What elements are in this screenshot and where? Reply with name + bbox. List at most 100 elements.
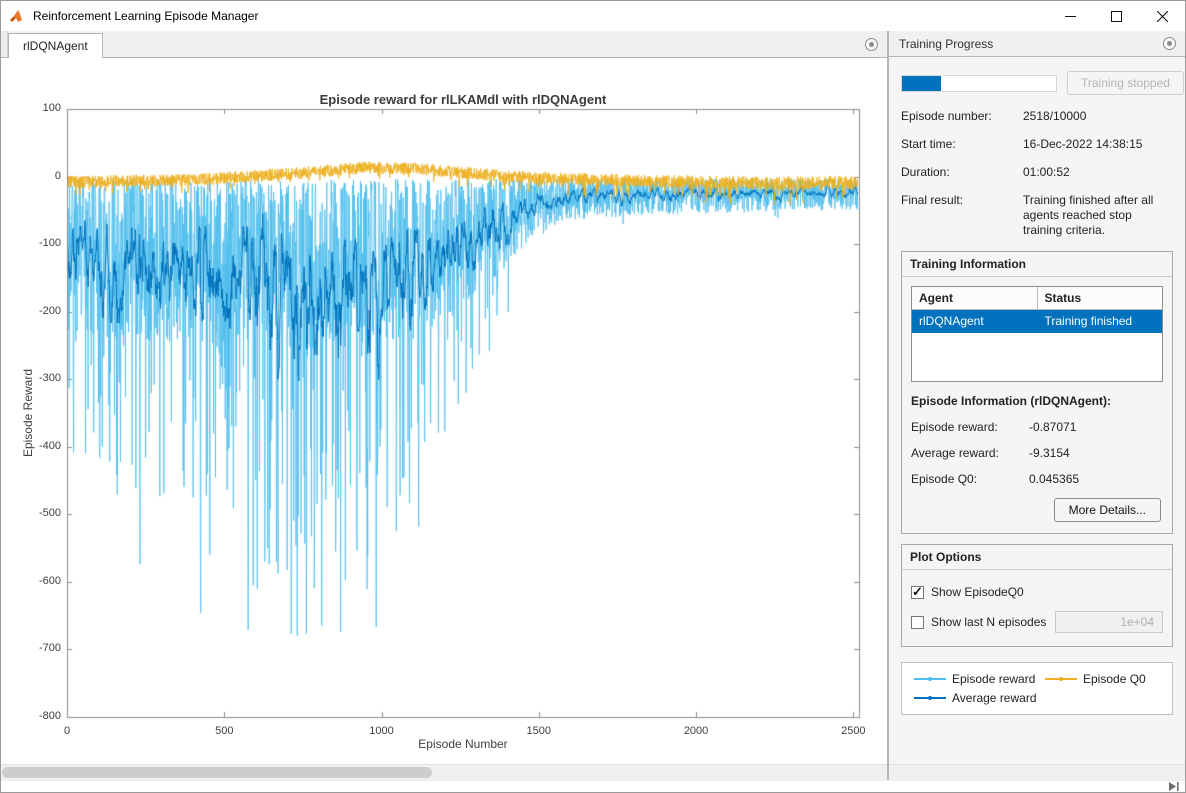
show-episode-q0-option: Show EpisodeQ0 xyxy=(911,584,1163,600)
x-tick-label: 500 xyxy=(215,725,234,737)
training-progress-pane: Training Progress Training stopped Episo… xyxy=(889,31,1185,780)
plot-pane: rlDQNAgent Episode reward for rlLKAMdl w… xyxy=(1,31,889,780)
panel-actions-icon[interactable] xyxy=(1163,37,1176,50)
info-row-start-time: Start time: 16-Dec-2022 14:38:15 xyxy=(901,137,1173,152)
info-row-final-result: Final result: Training finished after al… xyxy=(901,193,1173,238)
minimize-button[interactable] xyxy=(1047,1,1093,31)
episode-number-value: 2518/10000 xyxy=(1023,109,1087,123)
episode-reward-row: Episode reward: -0.87071 xyxy=(911,420,1163,434)
plot-options-title: Plot Options xyxy=(902,545,1172,570)
show-episode-q0-checkbox[interactable] xyxy=(911,584,924,600)
progress-row: Training stopped xyxy=(901,71,1184,95)
training-progress-fill xyxy=(902,75,941,91)
x-tick-label: 1500 xyxy=(526,725,552,737)
agent-cell[interactable]: rlDQNAgent xyxy=(912,309,1038,333)
document-actions-icon[interactable] xyxy=(865,38,878,51)
average-reward-label: Average reward: xyxy=(911,446,999,460)
show-last-n-checkbox[interactable] xyxy=(911,615,924,629)
average-reward-value: -9.3154 xyxy=(1029,446,1070,460)
close-button[interactable] xyxy=(1139,1,1185,31)
training-progress-title: Training Progress xyxy=(899,36,994,51)
start-time-label: Start time: xyxy=(901,137,956,151)
episode-q0-label: Episode Q0: xyxy=(911,472,978,486)
episode-information-title: Episode Information (rlDQNAgent): xyxy=(911,394,1111,408)
window-title: Reinforcement Learning Episode Manager xyxy=(33,9,259,23)
table-header-row: Agent Status xyxy=(912,287,1162,310)
tab-strip: rlDQNAgent xyxy=(1,31,887,58)
average-reward-row: Average reward: -9.3154 xyxy=(911,446,1163,460)
training-information-panel: Training Information Agent Status xyxy=(901,251,1173,534)
final-result-label: Final result: xyxy=(901,193,964,207)
y-tick-label: -400 xyxy=(38,439,61,452)
training-progress-bar xyxy=(901,74,1057,92)
tab-rldqnagent[interactable]: rlDQNAgent xyxy=(8,33,103,58)
scroll-right-icon[interactable] xyxy=(1166,781,1182,792)
episode-q0-row: Episode Q0: 0.045365 xyxy=(911,472,1163,486)
final-result-value: Training finished after all agents reach… xyxy=(1023,193,1154,237)
plot-region: Episode reward for rlLKAMdl with rlDQNAg… xyxy=(1,58,887,764)
legend-episode-reward-label: Episode reward xyxy=(952,672,1036,686)
y-tick-label: -700 xyxy=(38,642,61,655)
legend-average-reward: Average reward xyxy=(906,691,1037,705)
plot-options-panel: Plot Options Show EpisodeQ0 Show last N … xyxy=(901,544,1173,647)
tab-label: rlDQNAgent xyxy=(23,39,88,53)
agent-status-table: Agent Status rlDQNAgent Training finishe… xyxy=(911,286,1163,382)
info-row-duration: Duration: 01:00:52 xyxy=(901,165,1173,180)
episode-q0-value: 0.045365 xyxy=(1029,472,1080,486)
legend-episode-q0-label: Episode Q0 xyxy=(1083,672,1146,686)
y-tick-label: -200 xyxy=(38,304,61,317)
y-tick-label: 0 xyxy=(54,169,61,182)
episode-reward-value: -0.87071 xyxy=(1029,420,1077,434)
legend-average-reward-label: Average reward xyxy=(952,691,1037,705)
scrollbar-thumb[interactable] xyxy=(2,767,432,778)
y-tick-label: 100 xyxy=(42,102,61,114)
window-controls xyxy=(1047,1,1185,31)
episode-number-label: Episode number: xyxy=(901,109,992,123)
x-axis-label: Episode Number xyxy=(418,737,508,751)
bottom-bar xyxy=(1,780,1185,792)
status-cell[interactable]: Training finished xyxy=(1036,309,1162,333)
training-progress-header: Training Progress xyxy=(889,31,1185,57)
info-row-episode-number: Episode number: 2518/10000 xyxy=(901,109,1173,124)
start-time-value: 16-Dec-2022 14:38:15 xyxy=(1023,137,1143,151)
show-last-n-option: Show last N episodes xyxy=(911,611,1163,633)
matlab-app-icon xyxy=(10,10,22,22)
x-tick-label: 2500 xyxy=(841,725,866,737)
episode-reward-line-swatch xyxy=(914,677,946,681)
y-tick-label: -100 xyxy=(38,237,61,250)
status-column-header[interactable]: Status xyxy=(1036,287,1162,310)
x-tick-label: 2000 xyxy=(683,725,709,737)
last-n-episodes-input[interactable] xyxy=(1055,611,1163,633)
episode-reward-label: Episode reward: xyxy=(911,420,998,434)
training-stopped-button[interactable]: Training stopped xyxy=(1067,71,1184,95)
show-last-n-label: Show last N episodes xyxy=(931,615,1047,629)
table-row[interactable]: rlDQNAgent Training finished xyxy=(912,309,1162,333)
show-episode-q0-label: Show EpisodeQ0 xyxy=(931,585,1024,599)
training-information-title: Training Information xyxy=(902,252,1172,277)
chart-title: Episode reward for rlLKAMdl with rlDQNAg… xyxy=(319,92,607,107)
y-axis-label: Episode Reward xyxy=(21,368,35,458)
y-tick-label: -600 xyxy=(38,574,61,587)
x-tick-label: 0 xyxy=(63,725,71,737)
tab-strip-edge xyxy=(1,31,8,57)
y-tick-label: -500 xyxy=(38,507,61,520)
training-progress-body: Training stopped Episode number: 2518/10… xyxy=(889,57,1185,764)
legend-episode-reward: Episode reward xyxy=(906,672,1037,686)
more-details-button[interactable]: More Details... xyxy=(1053,498,1161,522)
panel-horizontal-scrollbar[interactable] xyxy=(889,764,1185,780)
average-reward-line-swatch xyxy=(914,696,946,700)
x-tick-label: 1000 xyxy=(369,725,394,737)
reward-plot-canvas xyxy=(1,58,887,764)
agent-column-header[interactable]: Agent xyxy=(912,287,1038,310)
plot-legend: Episode reward Episode Q0 Average reward xyxy=(901,662,1173,715)
titlebar: Reinforcement Learning Episode Manager xyxy=(1,1,1185,31)
y-tick-label: -300 xyxy=(38,372,61,385)
duration-label: Duration: xyxy=(901,165,950,179)
plot-horizontal-scrollbar[interactable] xyxy=(1,764,887,780)
legend-episode-q0: Episode Q0 xyxy=(1037,672,1168,686)
duration-value: 01:00:52 xyxy=(1023,165,1070,179)
main-area: rlDQNAgent Episode reward for rlLKAMdl w… xyxy=(1,31,1185,780)
episode-q0-line-swatch xyxy=(1045,677,1077,681)
maximize-button[interactable] xyxy=(1093,1,1139,31)
